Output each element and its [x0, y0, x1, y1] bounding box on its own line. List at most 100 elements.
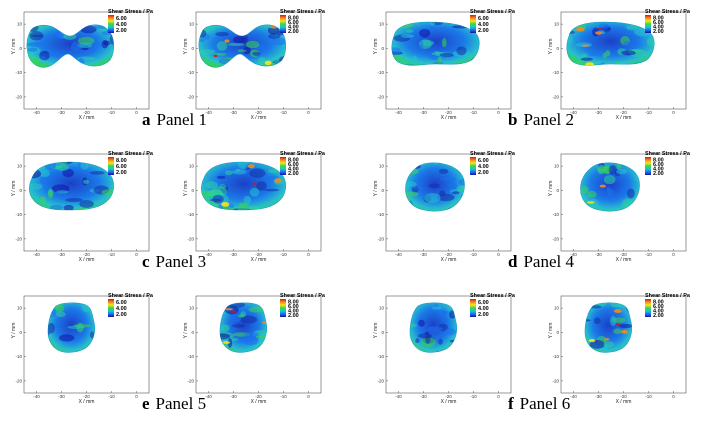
y-axis-label: Y / mm [548, 39, 554, 55]
y-axis-label: Y / mm [11, 323, 17, 339]
colorbar-tick-label: 2.00 [116, 312, 127, 318]
y-tick-label: 10 [189, 306, 195, 311]
colorbar [645, 299, 651, 317]
shear-stress-region [391, 21, 480, 66]
x-tick-label: -40 [205, 110, 212, 115]
x-tick-label: 0 [307, 394, 310, 399]
x-axis-label: X / mm [616, 115, 632, 121]
y-tick-label: 10 [379, 306, 385, 311]
x-tick-label: 0 [497, 110, 500, 115]
x-tick-label: 0 [135, 394, 138, 399]
x-tick-label: -40 [395, 110, 402, 115]
panel-caption: b Panel 2 [508, 110, 574, 130]
x-tick-label: -40 [205, 394, 212, 399]
x-axis-label: X / mm [79, 115, 95, 121]
colorbar-tick-label: 6.00 [116, 300, 127, 306]
colorbar-tick-label: 2.00 [653, 29, 664, 35]
x-tick-label: -30 [230, 110, 237, 115]
x-tick-label: -10 [280, 110, 287, 115]
colorbar-title: Shear Stress / Pa [645, 293, 691, 299]
colorbar-tick-label: 6.00 [288, 20, 299, 26]
colorbar-tick-label: 8.00 [288, 299, 299, 305]
y-tick-label: 0 [191, 46, 194, 51]
contour-plot: -40 -30 -20 -10 0 10 0 -10 -20 X / mm Y / mm Shear … [545, 6, 695, 121]
colorbar-title: Shear Stress / Pa [470, 151, 516, 157]
y-tick-label: -10 [187, 70, 194, 75]
colorbar-tick-label: 8.00 [288, 157, 299, 163]
x-tick-label: -40 [395, 252, 402, 257]
y-axis-label: Y / mm [548, 323, 554, 339]
y-tick-label: -10 [15, 70, 22, 75]
x-tick-label: 0 [307, 110, 310, 115]
colorbar [645, 157, 651, 175]
panel-letter: d [508, 252, 518, 271]
colorbar-tick-label: 8.00 [288, 15, 299, 21]
shear-stress-region [29, 161, 115, 211]
colorbar-tick-label: 2.00 [116, 28, 127, 34]
colorbar [280, 157, 286, 175]
y-tick-label: -10 [15, 212, 22, 217]
colorbar-tick-label: 4.00 [653, 166, 664, 172]
x-tick-label: -10 [108, 394, 115, 399]
y-axis-label: Y / mm [373, 323, 379, 339]
colorbar [470, 157, 476, 175]
colorbar-title: Shear Stress / Pa [280, 293, 326, 299]
x-axis-label: X / mm [251, 399, 267, 405]
panel-letter: a [142, 110, 151, 129]
colorbar-title: Shear Stress / Pa [108, 293, 154, 299]
colorbar-title: Shear Stress / Pa [645, 9, 691, 15]
x-tick-label: 0 [672, 252, 675, 257]
shear-stress-region [584, 302, 633, 353]
x-tick-label: -40 [395, 394, 402, 399]
x-tick-label: -10 [470, 110, 477, 115]
y-tick-label: 10 [17, 164, 23, 169]
contour-plot: -40 -30 -20 -10 0 10 0 -10 -20 X / mm Y / mm Shear … [180, 148, 330, 263]
x-axis-label: X / mm [251, 257, 267, 263]
x-tick-label: -30 [595, 394, 602, 399]
colorbar-tick-label: 6.00 [116, 16, 127, 22]
colorbar-title: Shear Stress / Pa [108, 9, 154, 15]
y-tick-label: -10 [377, 70, 384, 75]
colorbar-title: Shear Stress / Pa [108, 151, 154, 157]
y-tick-label: -20 [377, 378, 384, 383]
panel-caption: e Panel 5 [142, 394, 206, 414]
colorbar-tick-label: 6.00 [478, 16, 489, 22]
colorbar-title: Shear Stress / Pa [470, 293, 516, 299]
y-tick-label: -20 [187, 94, 194, 99]
colorbar-tick-label: 6.00 [478, 158, 489, 164]
colorbar-tick-label: 2.00 [478, 28, 489, 34]
x-axis-label: X / mm [441, 399, 457, 405]
x-tick-label: 0 [307, 252, 310, 257]
y-tick-label: -10 [187, 212, 194, 217]
contour-plot: -40 -30 -20 -10 0 10 0 -10 -20 X / mm Y / mm Shear … [8, 148, 158, 263]
x-axis-label: X / mm [441, 115, 457, 121]
x-tick-label: -40 [33, 110, 40, 115]
y-tick-label: 10 [189, 22, 195, 27]
contour-plot: -40 -30 -20 -10 0 10 0 -10 -20 X / mm Y / mm Shear … [370, 290, 520, 405]
x-tick-label: -40 [205, 252, 212, 257]
x-tick-label: -20 [255, 394, 262, 399]
colorbar-tick-label: 4.00 [116, 306, 127, 312]
x-tick-label: -30 [420, 110, 427, 115]
y-tick-label: 0 [556, 46, 559, 51]
y-tick-label: -20 [187, 378, 194, 383]
y-axis-label: Y / mm [11, 39, 17, 55]
x-tick-label: -10 [280, 394, 287, 399]
y-tick-label: -10 [377, 354, 384, 359]
shear-stress-region [201, 161, 287, 211]
x-tick-label: -10 [470, 252, 477, 257]
x-tick-label: -10 [108, 110, 115, 115]
colorbar-tick-label: 8.00 [653, 15, 664, 21]
colorbar [108, 15, 114, 33]
x-tick-label: -20 [620, 252, 627, 257]
x-axis-label: X / mm [251, 115, 267, 121]
y-tick-label: -20 [15, 378, 22, 383]
y-tick-label: 10 [379, 22, 385, 27]
y-tick-label: 0 [381, 46, 384, 51]
y-tick-label: 10 [554, 164, 560, 169]
contour-plot: -40 -30 -20 -10 0 10 0 -10 -20 X / mm Y / mm Shear … [545, 148, 695, 263]
x-tick-label: -30 [58, 252, 65, 257]
